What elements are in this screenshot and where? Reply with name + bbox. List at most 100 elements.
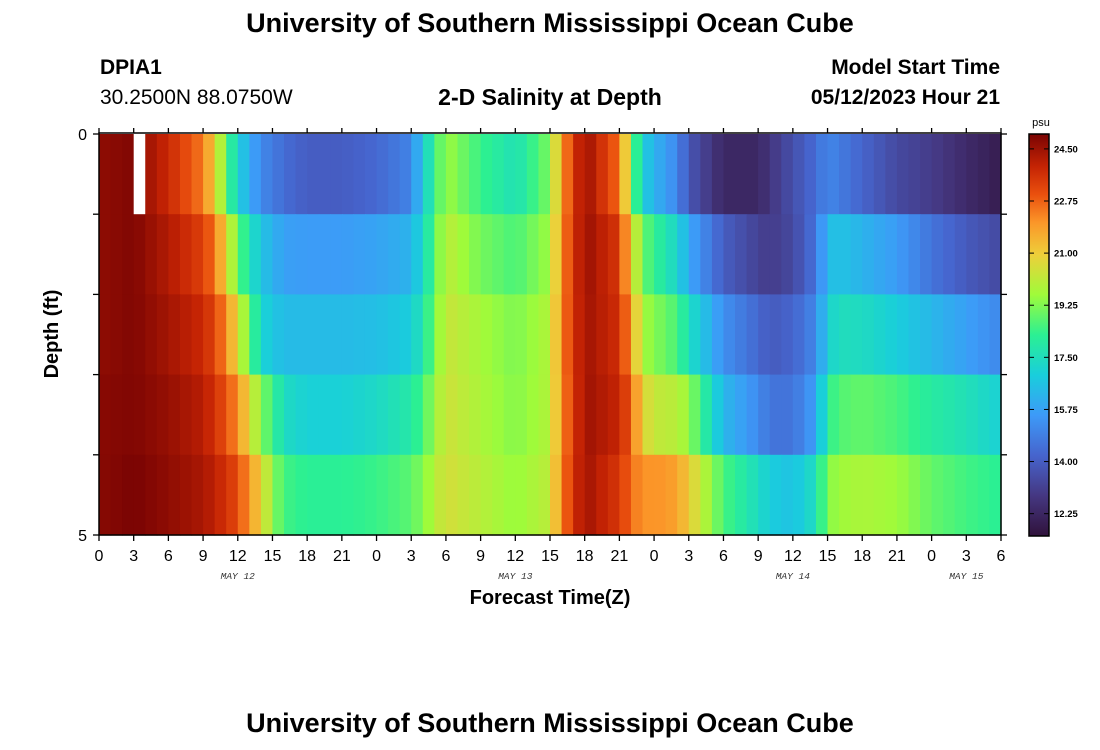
heatmap-cell xyxy=(191,454,204,536)
heatmap-cell xyxy=(781,294,794,376)
colorbar-tick-label: 12.25 xyxy=(1054,509,1078,520)
heatmap-cell xyxy=(179,134,193,215)
heatmap-cell xyxy=(445,294,459,376)
heatmap-cell xyxy=(214,134,227,215)
heatmap-cell xyxy=(376,454,389,536)
heatmap-cell xyxy=(99,134,112,215)
heatmap-cell xyxy=(364,214,378,295)
missing-data-cells xyxy=(133,134,146,215)
heatmap-cell xyxy=(827,134,840,215)
heatmap-cell xyxy=(943,374,956,456)
heatmap-cell xyxy=(515,214,528,295)
x-tick-label: 9 xyxy=(754,548,763,565)
heatmap-cell xyxy=(353,134,366,215)
heatmap-cell xyxy=(665,214,678,295)
heatmap-cell xyxy=(515,294,528,376)
heatmap-cell xyxy=(908,454,921,536)
heatmap-cell xyxy=(237,294,250,376)
x-axis: 0 3 6 9 12 15 18 21 0 3 6 9 12 15 18 21 0 3 6 9 12 15 18 21 0 3 6 M… xyxy=(95,128,1006,582)
heatmap-cell xyxy=(445,134,459,215)
x-tick-label: 18 xyxy=(576,548,594,565)
heatmap-cell xyxy=(596,214,609,295)
colorbar: psu 12.25 14.00 15.75 17.50 19.25 21.00 22.75 2… xyxy=(1028,117,1078,537)
heatmap-cell xyxy=(746,214,759,295)
heatmap-cell xyxy=(908,214,921,295)
heatmap-cell xyxy=(110,454,123,536)
station-coordinates: 30.2500N 88.0750W xyxy=(100,86,293,109)
heatmap-cell xyxy=(943,134,956,215)
heatmap-cell xyxy=(931,134,944,215)
heatmap-cell xyxy=(989,374,1002,456)
heatmap-cell xyxy=(307,214,320,295)
heatmap-cell xyxy=(156,134,169,215)
heatmap-cell xyxy=(284,134,297,215)
heatmap-cell xyxy=(249,294,262,376)
heatmap-cell xyxy=(550,214,563,295)
page-title-bottom: University of Southern Mississippi Ocean… xyxy=(246,708,854,738)
heatmap-cell xyxy=(746,134,759,215)
colorbar-tick-label: 24.50 xyxy=(1054,144,1078,155)
heatmap-cell xyxy=(619,294,632,376)
heatmap-cell xyxy=(353,454,366,536)
heatmap-cell xyxy=(920,454,933,536)
heatmap-cell xyxy=(492,214,505,295)
heatmap-cell xyxy=(781,374,794,456)
heatmap-cell xyxy=(642,294,655,376)
heatmap-cell xyxy=(677,214,690,295)
heatmap-cell xyxy=(226,374,239,456)
heatmap-cell xyxy=(133,294,146,376)
heatmap-cell xyxy=(515,374,528,456)
heatmap-cell xyxy=(862,214,875,295)
heatmap-cell xyxy=(179,294,193,376)
heatmap-cell xyxy=(839,134,852,215)
heatmap-cell xyxy=(526,214,540,295)
heatmap-cell xyxy=(607,214,620,295)
heatmap-cell xyxy=(260,134,274,215)
heatmap-cell xyxy=(364,294,378,376)
heatmap-cell xyxy=(804,454,817,536)
heatmap-cell xyxy=(711,374,725,456)
heatmap-cell xyxy=(272,454,285,536)
heatmap-cell xyxy=(769,134,782,215)
heatmap-cell xyxy=(156,454,169,536)
heatmap-cell xyxy=(388,214,401,295)
heatmap-cell xyxy=(538,374,551,456)
heatmap-cell xyxy=(619,374,632,456)
heatmap-cell xyxy=(700,134,713,215)
heatmap-cell xyxy=(966,134,979,215)
heatmap-cell xyxy=(862,374,875,456)
heatmap-cell xyxy=(630,454,644,536)
heatmap-cell xyxy=(226,214,239,295)
heatmap-cell xyxy=(977,454,991,536)
colorbar-unit: psu xyxy=(1032,117,1050,129)
heatmap-cell xyxy=(815,454,829,536)
heatmap-cell xyxy=(388,454,401,536)
heatmap-cell xyxy=(677,294,690,376)
heatmap-cell xyxy=(792,294,806,376)
heatmap-cell xyxy=(723,454,736,536)
heatmap-cell xyxy=(769,454,782,536)
heatmap-cell xyxy=(168,134,181,215)
heatmap-cell xyxy=(746,454,759,536)
heatmap-cell xyxy=(237,374,250,456)
x-tick-label: 6 xyxy=(719,548,728,565)
heatmap-cell xyxy=(885,294,898,376)
heatmap-cell xyxy=(769,214,782,295)
heatmap-cell xyxy=(827,294,840,376)
heatmap-cell xyxy=(619,134,632,215)
heatmap-cell xyxy=(630,134,644,215)
heatmap-cell xyxy=(839,214,852,295)
heatmap-cell xyxy=(630,294,644,376)
heatmap-cell xyxy=(896,294,910,376)
heatmap-cell xyxy=(272,134,285,215)
heatmap-cell xyxy=(908,134,921,215)
heatmap-cell xyxy=(364,374,378,456)
heatmap-cell xyxy=(920,374,933,456)
heatmap-cell xyxy=(434,214,447,295)
heatmap-cell xyxy=(133,454,146,536)
heatmap-cell xyxy=(503,214,516,295)
heatmap-cell xyxy=(607,374,620,456)
model-start-value: 05/12/2023 Hour 21 xyxy=(810,86,1000,109)
heatmap-cell xyxy=(110,214,123,295)
heatmap-cell xyxy=(492,134,505,215)
